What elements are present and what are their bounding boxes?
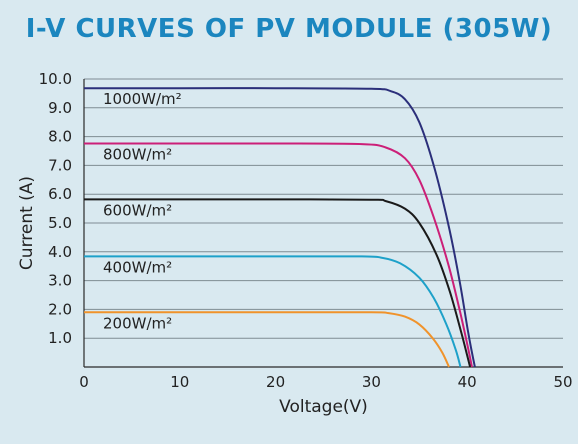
y-axis-title: Current (A) [17,176,37,270]
series-label-200w-m: 200W/m² [103,314,172,332]
y-tick-label: 4.0 [48,243,72,261]
series-line-1000w-m [84,87,476,368]
y-tick-label: 9.0 [48,99,72,117]
y-tick-label: 2.0 [48,300,72,318]
x-tick-label: 50 [553,373,572,391]
grid-layer [84,78,563,367]
x-tick-label: 20 [266,373,285,391]
x-tick-label: 40 [458,373,477,391]
series-line-600w-m [84,198,472,368]
axis-layer: 1.0 2.0 3.0 4.0 5.0 6.0 7.0 8.0 9.0 10.0 0 10 20 30 40… [17,70,573,417]
y-tick-label: 6.0 [48,185,72,203]
y-tick-label: 3.0 [48,272,72,290]
series-line-200w-m [84,311,450,368]
x-tick-label: 30 [362,373,381,391]
chart-title: I-V CURVES OF PV MODULE (305W) [25,14,553,44]
series-label-800w-m: 800W/m² [103,146,172,164]
label-layer: 1000W/m² 800W/m² 600W/m² 400W/m² 200W/m² [103,90,182,332]
x-tick-label: 10 [170,373,189,391]
series-label-600w-m: 600W/m² [103,201,172,219]
x-axis-title: Voltage(V) [279,397,368,417]
series-line-400w-m [83,255,462,368]
y-tick-label: 8.0 [48,128,72,146]
y-tick-label: 5.0 [48,214,72,232]
y-tick-label: 10.0 [39,70,72,88]
series-line-800w-m [84,142,473,368]
series-label-400w-m: 400W/m² [103,258,172,276]
x-tick-label: 0 [79,373,89,391]
y-tick-label: 1.0 [48,329,72,347]
series-label-1000w-m: 1000W/m² [103,90,182,108]
series-layer [83,87,476,368]
y-tick-label: 7.0 [48,156,72,174]
